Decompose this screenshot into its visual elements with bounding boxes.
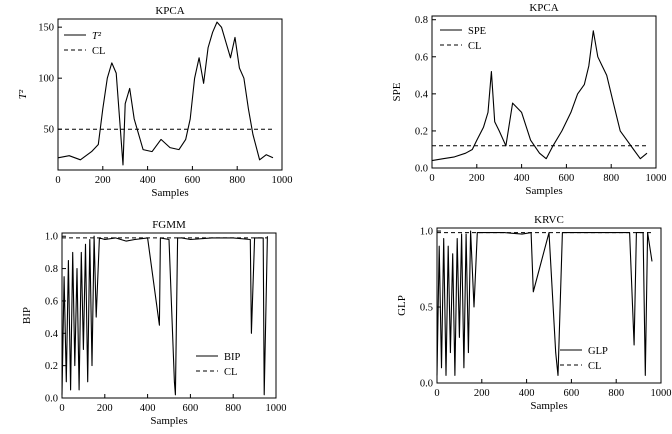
series-line-main	[57, 21, 274, 166]
y-tick-label: 1.0	[420, 227, 433, 238]
y-tick-label: 0.0	[415, 164, 428, 175]
legend-label: GLP	[588, 346, 608, 357]
x-tick-label: 0	[429, 173, 434, 184]
x-axis-label: Samples	[525, 185, 562, 197]
y-tick-label: 0.2	[45, 361, 58, 372]
chart-title: KPCA	[155, 5, 184, 17]
x-tick-label: 400	[140, 175, 156, 186]
y-tick-label: 0.4	[45, 329, 59, 340]
y-tick-label: 0.4	[415, 89, 429, 100]
y-axis-label: T²	[17, 89, 29, 99]
y-tick-label: 50	[44, 125, 55, 136]
x-tick-label: 0	[59, 403, 64, 414]
legend-label: CL	[224, 367, 237, 378]
y-axis-label: GLP	[396, 295, 408, 316]
chart-panel-3: FGMM 0 200 400 600 800 1000 0.0 0.2 0.4 0.6 0.8 1.0 S…	[21, 219, 287, 427]
chart-panel-2: KPCA 0 200 400 600 800 1000 0.0 0.2 0.4 0.6 0.8 Samp…	[391, 2, 667, 197]
y-tick-label: 0.5	[420, 303, 433, 314]
x-axis-label: Samples	[151, 187, 188, 199]
y-tick-label: 0.2	[415, 126, 428, 137]
chart-title: KPCA	[529, 2, 558, 14]
y-axis-label: SPE	[391, 82, 403, 101]
legend-label: CL	[468, 41, 481, 52]
x-tick-label: 400	[519, 388, 535, 399]
legend-label: T²	[92, 31, 102, 42]
x-tick-label: 200	[97, 403, 113, 414]
x-axis-label: Samples	[150, 415, 187, 427]
chart-title: FGMM	[152, 219, 186, 231]
y-tick-label: 0.0	[45, 394, 58, 405]
x-tick-label: 600	[183, 403, 199, 414]
y-tick-label: 0.6	[415, 52, 428, 63]
x-tick-label: 0	[55, 175, 60, 186]
chart-title: KRVC	[534, 214, 564, 226]
y-tick-label: 0.8	[415, 15, 428, 26]
x-tick-label: 200	[474, 388, 490, 399]
legend-label: SPE	[468, 26, 486, 37]
plot-frame	[431, 15, 657, 169]
legend-label: CL	[588, 361, 601, 372]
x-tick-label: 1000	[651, 388, 672, 399]
x-axis-label: Samples	[530, 400, 567, 412]
x-tick-label: 1000	[646, 173, 667, 184]
series-line-main	[431, 30, 648, 162]
x-tick-label: 800	[225, 403, 241, 414]
x-tick-label: 800	[608, 388, 624, 399]
chart-panel-1: KPCA 0 200 400 600 800 1000 50 100 150 Samples T² T²…	[17, 5, 293, 199]
x-tick-label: 1000	[266, 403, 287, 414]
x-tick-label: 800	[603, 173, 619, 184]
x-tick-label: 400	[140, 403, 156, 414]
series-line-main	[436, 230, 653, 376]
y-tick-label: 0.8	[45, 264, 58, 275]
x-tick-label: 200	[95, 175, 111, 186]
plot-frame	[61, 232, 277, 399]
legend-label: BIP	[224, 352, 241, 363]
x-tick-label: 1000	[272, 175, 293, 186]
x-tick-label: 600	[185, 175, 201, 186]
chart-panel-4: KRVC 0 200 400 600 800 1000 0.0 0.5 1.0 Samples GLP…	[396, 214, 672, 412]
x-tick-label: 200	[469, 173, 485, 184]
y-tick-label: 0.6	[45, 296, 58, 307]
x-tick-label: 600	[564, 388, 580, 399]
x-tick-label: 400	[514, 173, 530, 184]
plot-frame	[57, 18, 283, 171]
plot-frame	[436, 227, 662, 384]
legend-label: CL	[92, 46, 105, 57]
x-tick-label: 600	[559, 173, 575, 184]
y-tick-label: 1.0	[45, 232, 58, 243]
x-tick-label: 0	[434, 388, 439, 399]
y-axis-label: BIP	[21, 307, 33, 324]
y-tick-label: 100	[38, 74, 54, 85]
y-tick-label: 0.0	[420, 379, 433, 390]
y-tick-label: 150	[38, 23, 54, 34]
x-tick-label: 800	[229, 175, 245, 186]
